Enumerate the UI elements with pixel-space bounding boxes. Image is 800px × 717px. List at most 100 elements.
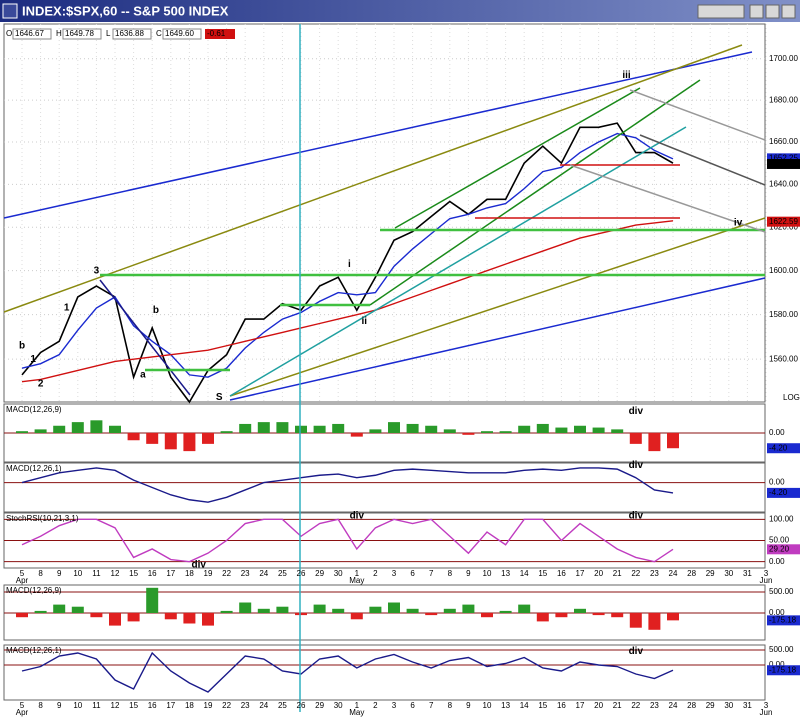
histogram-bar bbox=[127, 433, 140, 441]
x-tick-label: 23 bbox=[241, 569, 250, 578]
change-value: -0.61 bbox=[207, 29, 226, 38]
histogram-bar bbox=[295, 425, 307, 433]
last-value-box bbox=[767, 153, 800, 164]
annotation: ii bbox=[361, 316, 367, 327]
x-tick-label: 24 bbox=[669, 701, 678, 710]
y-tick-label: 0.00 bbox=[769, 428, 785, 437]
histogram-bar bbox=[518, 425, 531, 433]
labels: O 1646.67 H 1649.78 L 1636.88 C 1649.60 -0.61156… bbox=[6, 28, 800, 717]
histogram-bar bbox=[295, 613, 307, 616]
histogram-bar bbox=[406, 608, 419, 614]
histogram-bar bbox=[369, 606, 382, 614]
histogram-bar bbox=[71, 606, 84, 614]
histogram-bar bbox=[276, 422, 289, 433]
last-value-label: 29.20 bbox=[769, 544, 790, 553]
x-tick-label: 15 bbox=[538, 569, 547, 578]
histogram-bar bbox=[164, 433, 177, 450]
x-tick-label: 24 bbox=[669, 569, 678, 578]
channel-line bbox=[99, 279, 191, 396]
x-tick-label: 6 bbox=[410, 701, 415, 710]
toolbar-button[interactable] bbox=[697, 4, 745, 19]
histogram-bar bbox=[202, 613, 214, 626]
histogram-bar bbox=[425, 425, 438, 433]
x-tick-label: 29 bbox=[706, 569, 715, 578]
histogram-bar bbox=[443, 429, 456, 433]
series-line bbox=[21, 518, 674, 563]
app-icon bbox=[2, 3, 18, 19]
histogram-bar bbox=[34, 610, 47, 614]
trendline bbox=[229, 277, 766, 401]
x-tick-label: 3 bbox=[392, 701, 397, 710]
trendline bbox=[369, 79, 701, 306]
x-tick-label: 7 bbox=[429, 569, 434, 578]
histogram-bar bbox=[667, 613, 679, 621]
annotation: div bbox=[629, 646, 644, 657]
x-tick-label: 22 bbox=[631, 569, 640, 578]
x-tick-label: 16 bbox=[557, 569, 566, 578]
last-value-box bbox=[767, 665, 800, 676]
quote-box bbox=[62, 28, 102, 40]
trendline bbox=[394, 87, 641, 229]
x-tick-label: 6 bbox=[410, 569, 415, 578]
close-button[interactable] bbox=[781, 4, 796, 19]
annotation: div bbox=[191, 560, 206, 571]
histogram-bar bbox=[462, 604, 475, 614]
x-tick-label: 7 bbox=[429, 701, 434, 710]
minimize-button[interactable] bbox=[749, 4, 764, 19]
histogram-bar bbox=[146, 587, 159, 614]
month-label: May bbox=[349, 576, 364, 585]
y-tick-label: 1620.00 bbox=[769, 222, 798, 231]
histogram-bar bbox=[536, 613, 549, 622]
series-line bbox=[21, 651, 674, 693]
y-tick-label: 500.00 bbox=[769, 587, 794, 596]
x-tick-label: 30 bbox=[724, 569, 733, 578]
y-tick-label: 0.00 bbox=[769, 608, 785, 617]
x-tick-label: 23 bbox=[241, 701, 250, 710]
x-tick-label: 21 bbox=[613, 701, 622, 710]
x-tick-label: 8 bbox=[448, 569, 453, 578]
histogram-bar bbox=[350, 433, 363, 437]
last-value-label: -175.18 bbox=[769, 665, 797, 674]
annotation: i bbox=[348, 259, 351, 270]
y-tick-label: 1560.00 bbox=[769, 354, 798, 363]
x-tick-label: 3 bbox=[392, 569, 397, 578]
x-tick-label: 8 bbox=[38, 569, 43, 578]
change-box bbox=[205, 29, 235, 39]
annotation: b bbox=[153, 305, 159, 316]
x-tick-label: 5 bbox=[20, 701, 25, 710]
panel-frame bbox=[3, 23, 766, 403]
histogram-bar bbox=[629, 433, 642, 444]
histogram-bar bbox=[164, 613, 177, 620]
maximize-button[interactable] bbox=[765, 4, 780, 19]
series-line bbox=[21, 132, 674, 378]
x-tick-label: 11 bbox=[92, 701, 101, 710]
histogram-bar bbox=[536, 423, 549, 433]
histogram-bar bbox=[220, 610, 233, 614]
x-tick-label: 16 bbox=[148, 701, 157, 710]
quote-key: C bbox=[156, 29, 162, 38]
last-value-label: 1652.25 bbox=[769, 153, 798, 162]
histogram-bar bbox=[611, 613, 624, 618]
annotation: S bbox=[216, 392, 223, 403]
histogram-bar bbox=[146, 433, 159, 444]
x-tick-label: 30 bbox=[724, 701, 733, 710]
y-tick-label: 1640.00 bbox=[769, 179, 798, 188]
y-tick-label: 1660.00 bbox=[769, 137, 798, 146]
x-tick-label: 1 bbox=[355, 701, 360, 710]
quote-key: L bbox=[106, 29, 111, 38]
histogram-bar bbox=[127, 613, 140, 622]
x-tick-label: 22 bbox=[222, 569, 231, 578]
x-tick-label: 12 bbox=[111, 701, 120, 710]
panel-title: MACD(12,26,1) bbox=[6, 464, 62, 473]
x-tick-label: 25 bbox=[278, 569, 287, 578]
x-tick-label: 25 bbox=[278, 701, 287, 710]
x-tick-label: 10 bbox=[73, 569, 82, 578]
annotation: 2 bbox=[38, 379, 44, 390]
x-tick-label: 3 bbox=[764, 701, 769, 710]
histogram-bar bbox=[499, 610, 512, 614]
x-tick-label: 9 bbox=[57, 701, 62, 710]
trendline bbox=[3, 51, 753, 219]
x-tick-label: 15 bbox=[538, 701, 547, 710]
annotation: a bbox=[140, 370, 146, 381]
